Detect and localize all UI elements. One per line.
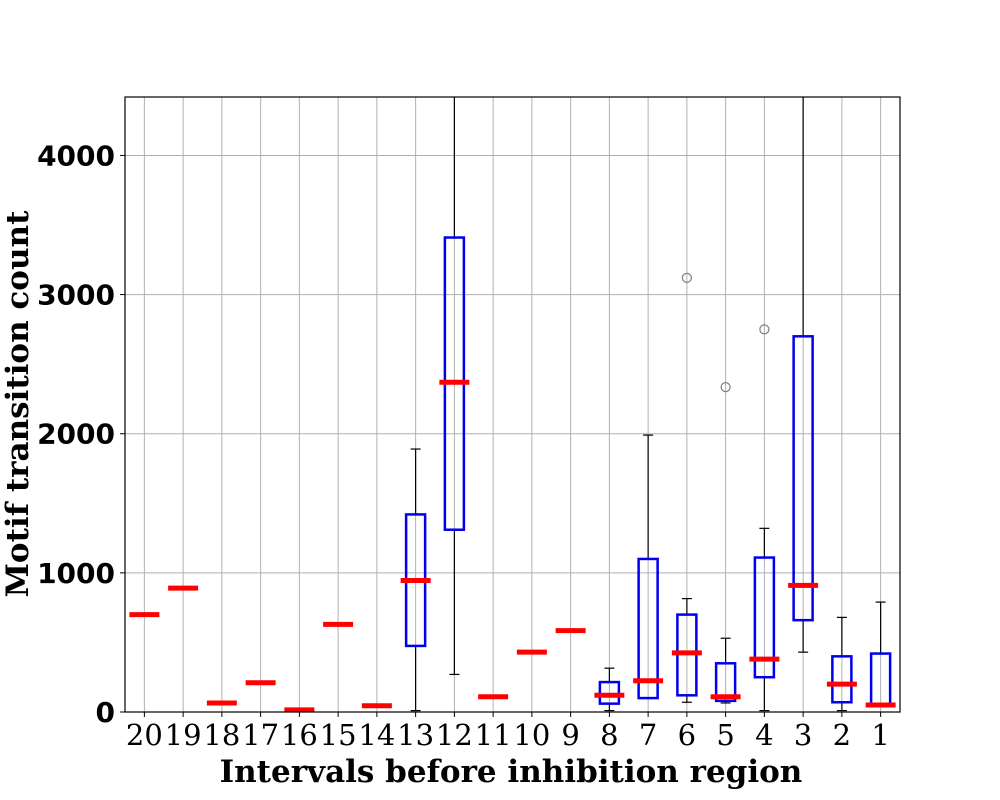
- box-3: [788, 97, 819, 653]
- x-tick-label: 19: [165, 718, 202, 752]
- x-tick-label: 10: [513, 718, 550, 752]
- iqr-box: [792, 335, 814, 622]
- x-tick-label: 20: [126, 718, 163, 752]
- x-tick-label: 14: [358, 718, 395, 752]
- x-tick-label: 3: [794, 718, 812, 752]
- y-axis-ticks: 0 1000 2000 3000 4000: [37, 139, 125, 729]
- y-tick-label: 4000: [37, 139, 115, 172]
- x-tick-label: 1: [871, 718, 889, 752]
- x-tick-label: 13: [397, 718, 434, 752]
- outlier-point: [720, 382, 731, 393]
- x-tick-label: 9: [561, 718, 579, 752]
- box-12: [439, 97, 470, 676]
- box-6: [671, 272, 702, 703]
- x-tick-label: 18: [203, 718, 240, 752]
- x-tick-label: 12: [436, 718, 473, 752]
- box-13: [400, 448, 431, 712]
- iqr-box: [714, 662, 737, 703]
- y-tick-label: 0: [96, 696, 115, 729]
- y-tick-label: 2000: [37, 418, 115, 451]
- box-series: [129, 97, 896, 713]
- box-1: [865, 601, 896, 708]
- iqr-box: [637, 557, 659, 700]
- box-2: [826, 616, 857, 712]
- box-5: [710, 382, 741, 704]
- y-axis-label: Motif transition count: [0, 210, 36, 597]
- iqr-box: [831, 655, 853, 704]
- box-8: [594, 667, 625, 712]
- iqr-box: [753, 556, 776, 679]
- x-tick-label: 11: [475, 718, 512, 752]
- x-tick-label: 15: [320, 718, 357, 752]
- y-tick-label: 1000: [37, 557, 115, 590]
- x-tick-label: 7: [639, 718, 657, 752]
- x-tick-label: 8: [600, 718, 618, 752]
- box-4: [749, 324, 780, 712]
- y-tick-label: 3000: [37, 279, 115, 312]
- x-tick-label: 17: [242, 718, 279, 752]
- outlier-point: [681, 272, 692, 283]
- x-tick-label: 4: [755, 718, 773, 752]
- plot-area-frame: [124, 96, 901, 713]
- grid-lines: [125, 97, 900, 713]
- x-tick-label: 2: [833, 718, 851, 752]
- x-tick-label: 5: [716, 718, 734, 752]
- x-axis-label: Intervals before inhibition region: [220, 754, 803, 790]
- box-7: [633, 434, 664, 700]
- x-tick-label: 6: [678, 718, 696, 752]
- outlier-point: [759, 324, 770, 335]
- x-axis-ticks: 20 19 18 17 16 15 14 13 12 11 10 9 8 7 6 5 4 3 2 1: [126, 712, 890, 752]
- x-tick-label: 16: [281, 718, 318, 752]
